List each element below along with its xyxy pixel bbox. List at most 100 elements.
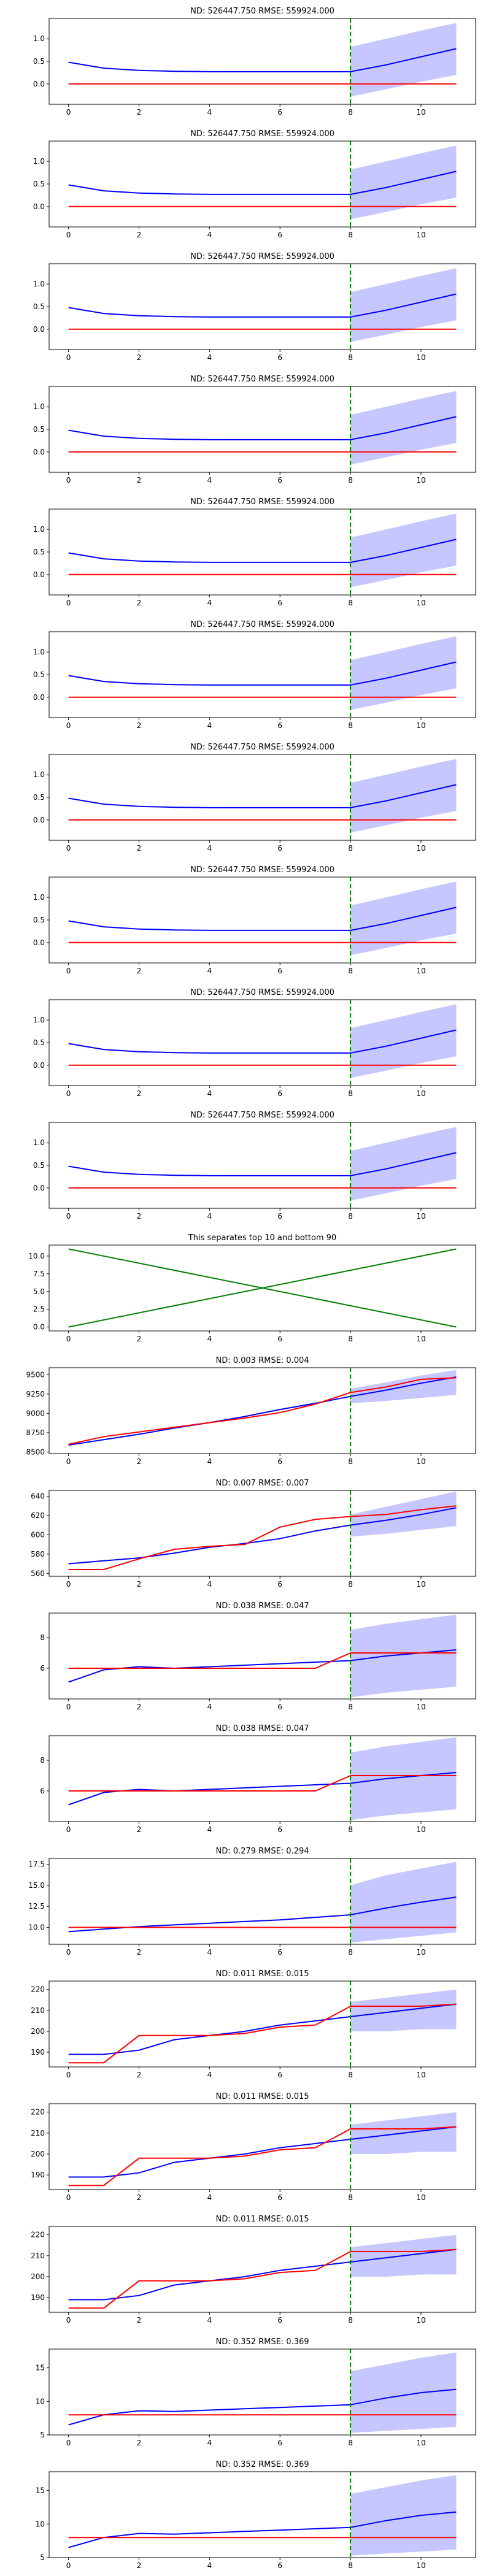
x-tick-label: 6 — [277, 599, 282, 607]
forecast-line — [68, 661, 457, 686]
x-tick-label: 8 — [348, 2316, 353, 2325]
chart-title: ND: 0.038 RMSE: 0.047 — [215, 1724, 309, 1733]
chart-title: ND: 0.279 RMSE: 0.294 — [215, 1847, 309, 1856]
y-tick-label: 6 — [40, 1664, 45, 1673]
forecast-line — [68, 1649, 457, 1683]
confidence-band — [350, 2352, 457, 2433]
chart-title: This separates top 10 and bottom 90 — [188, 1233, 336, 1243]
x-tick-label: 0 — [66, 721, 71, 730]
x-tick-label: 10 — [416, 967, 425, 975]
x-tick-label: 8 — [348, 1335, 353, 1343]
chart-panel: ND: 526447.750 RMSE: 559924.000 0 2 4 6 8 10 0.… — [33, 497, 476, 607]
x-tick-label: 10 — [416, 2439, 425, 2447]
chart-title: ND: 526447.750 RMSE: 559924.000 — [190, 497, 334, 507]
x-tick-label: 0 — [66, 2193, 71, 2202]
y-tick-label: 210 — [31, 2252, 45, 2260]
x-tick-label: 2 — [137, 2316, 142, 2325]
x-tick-label: 4 — [207, 1089, 212, 1098]
x-tick-label: 0 — [66, 2439, 71, 2447]
x-tick-label: 4 — [207, 476, 212, 485]
forecast-line — [68, 48, 457, 72]
y-tick-label: 1.0 — [33, 893, 45, 902]
x-tick-label: 4 — [207, 1212, 212, 1221]
y-tick-label: 190 — [31, 2171, 45, 2179]
axes-frame — [48, 2226, 476, 2313]
x-tick-label: 4 — [207, 2316, 212, 2325]
confidence-band — [350, 23, 457, 97]
chart-title: ND: 526447.750 RMSE: 559924.000 — [190, 988, 334, 997]
x-tick-label: 2 — [137, 599, 142, 607]
x-tick-label: 0 — [66, 476, 71, 485]
x-tick-label: 10 — [416, 108, 425, 117]
x-tick-label: 0 — [66, 1335, 71, 1343]
y-tick-label: 220 — [31, 1985, 45, 1994]
chart-panel: ND: 526447.750 RMSE: 559924.000 0 2 4 6 8 10 0.… — [33, 7, 476, 117]
x-tick-label: 6 — [277, 2071, 282, 2079]
y-tick-label: 5 — [40, 2431, 45, 2439]
x-tick-label: 2 — [137, 1948, 142, 1957]
x-tick-label: 2 — [137, 2193, 142, 2202]
x-tick-label: 4 — [207, 353, 212, 362]
y-tick-label: 0.5 — [33, 425, 45, 434]
x-tick-label: 2 — [137, 476, 142, 485]
x-tick-label: 8 — [348, 231, 353, 239]
confidence-band — [350, 513, 457, 588]
chart-panel: ND: 0.279 RMSE: 0.294 0 2 4 6 8 10 10.0 12.5 15.0… — [28, 1847, 476, 1957]
y-tick-label: 0.0 — [33, 448, 45, 456]
y-tick-label: 1.0 — [33, 770, 45, 779]
x-tick-label: 2 — [137, 1457, 142, 1466]
x-tick-label: 6 — [277, 2561, 282, 2570]
actual-line — [68, 2248, 457, 2309]
x-tick-label: 6 — [277, 476, 282, 485]
x-tick-label: 8 — [348, 1457, 353, 1466]
y-tick-label: 220 — [31, 2108, 45, 2117]
chart-panel: ND: 526447.750 RMSE: 559924.000 0 2 4 6 8 10 0.… — [33, 988, 476, 1098]
chart-panel: ND: 0.352 RMSE: 0.369 0 2 4 6 8 10 5 10 15 — [36, 2337, 476, 2447]
x-tick-label: 0 — [66, 967, 71, 975]
confidence-band — [350, 391, 457, 465]
forecast-line — [68, 907, 457, 931]
y-tick-label: 0.0 — [33, 325, 45, 334]
actual-line — [68, 1505, 457, 1570]
chart-panel: ND: 0.011 RMSE: 0.015 0 2 4 6 8 10 190 200 210 220 — [31, 2215, 476, 2325]
actual-line — [68, 2003, 457, 2064]
y-tick-label: 200 — [31, 2272, 45, 2281]
x-tick-label: 6 — [277, 1457, 282, 1466]
y-tick-label: 15 — [36, 2486, 45, 2495]
axes-frame — [48, 1490, 476, 1577]
chart-panel: ND: 0.011 RMSE: 0.015 0 2 4 6 8 10 190 200 210 220 — [31, 1969, 476, 2079]
forecast-line — [68, 1029, 457, 1054]
axes-frame — [48, 2103, 476, 2190]
x-tick-label: 8 — [348, 844, 353, 853]
confidence-band — [350, 2475, 457, 2556]
x-tick-label: 8 — [348, 967, 353, 975]
chart-panel: ND: 526447.750 RMSE: 559924.000 0 2 4 6 8 10 0.… — [33, 743, 476, 853]
x-tick-label: 8 — [348, 108, 353, 117]
chart-panel: ND: 526447.750 RMSE: 559924.000 0 2 4 6 8 10 0.… — [33, 1111, 476, 1221]
confidence-band — [350, 1491, 457, 1537]
y-tick-label: 0.5 — [33, 670, 45, 679]
x-tick-label: 4 — [207, 2193, 212, 2202]
x-tick-label: 4 — [207, 1580, 212, 1589]
x-tick-label: 10 — [416, 844, 425, 853]
x-tick-label: 6 — [277, 1825, 282, 1834]
y-tick-label: 640 — [31, 1492, 45, 1500]
forecast-line — [68, 416, 457, 440]
y-tick-label: 10 — [36, 2397, 45, 2405]
forecast-line — [68, 1507, 457, 1565]
chart-title: ND: 0.011 RMSE: 0.015 — [215, 2092, 309, 2101]
chart-title: ND: 0.011 RMSE: 0.015 — [215, 1969, 309, 1979]
y-tick-label: 0.5 — [33, 916, 45, 924]
axes-frame — [48, 1612, 476, 1700]
x-tick-label: 2 — [137, 1703, 142, 1711]
x-tick-label: 4 — [207, 721, 212, 730]
x-tick-label: 6 — [277, 967, 282, 975]
y-tick-label: 9000 — [26, 1409, 45, 1417]
chart-title: ND: 526447.750 RMSE: 559924.000 — [190, 252, 334, 261]
x-tick-label: 4 — [207, 1825, 212, 1834]
x-tick-label: 8 — [348, 2193, 353, 2202]
actual-line — [68, 1377, 457, 1445]
forecast-line — [68, 539, 457, 563]
x-tick-label: 6 — [277, 1703, 282, 1711]
x-tick-label: 8 — [348, 721, 353, 730]
